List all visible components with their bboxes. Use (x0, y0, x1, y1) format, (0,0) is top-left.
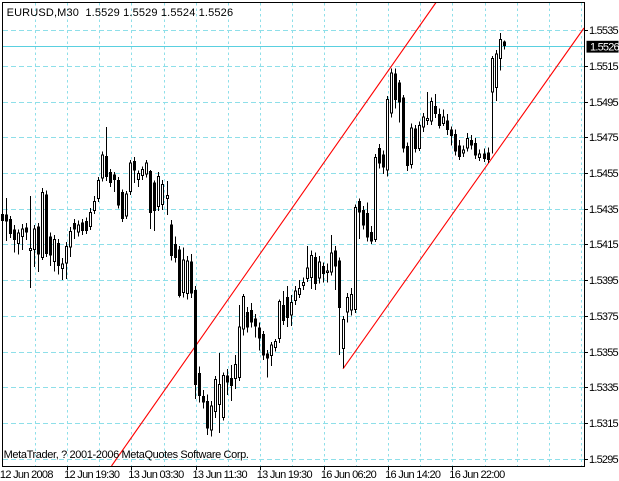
svg-text:12 Jun 19:30: 12 Jun 19:30 (64, 469, 120, 481)
svg-text:1.5315: 1.5315 (589, 418, 619, 430)
svg-text:1.5526: 1.5526 (590, 41, 619, 53)
svg-text:1.5335: 1.5335 (589, 382, 619, 394)
svg-text:1.5455: 1.5455 (589, 168, 619, 180)
svg-text:16 Jun 14:20: 16 Jun 14:20 (385, 469, 441, 481)
svg-text:13 Jun 11:30: 13 Jun 11:30 (193, 469, 248, 481)
svg-text:1.5435: 1.5435 (589, 204, 619, 216)
svg-text:12 Jun 2008: 12 Jun 2008 (0, 469, 53, 481)
svg-text:1.5375: 1.5375 (589, 311, 619, 323)
svg-text:1.5395: 1.5395 (589, 275, 619, 287)
svg-text:1.5355: 1.5355 (589, 347, 619, 359)
svg-text:1.5535: 1.5535 (589, 25, 619, 37)
svg-text:EURUSD,M30 1.5529 1.5529 1.55: EURUSD,M30 1.5529 1.5529 1.5524 1.5526 (7, 7, 234, 19)
svg-text:13 Jun 03:30: 13 Jun 03:30 (128, 469, 184, 481)
svg-text:1.5415: 1.5415 (589, 239, 619, 251)
svg-text:16 Jun 06:20: 16 Jun 06:20 (321, 469, 377, 481)
svg-text:1.5515: 1.5515 (589, 61, 619, 73)
svg-text:13 Jun 19:30: 13 Jun 19:30 (257, 469, 313, 481)
svg-text:16 Jun 22:00: 16 Jun 22:00 (449, 469, 505, 481)
svg-text:1.5295: 1.5295 (589, 454, 619, 466)
svg-text:1.5495: 1.5495 (589, 97, 619, 109)
svg-text:MetaTrader, ? 2001-2006 MetaQu: MetaTrader, ? 2001-2006 MetaQuotes Softw… (4, 449, 249, 461)
svg-text:1.5475: 1.5475 (589, 132, 619, 144)
